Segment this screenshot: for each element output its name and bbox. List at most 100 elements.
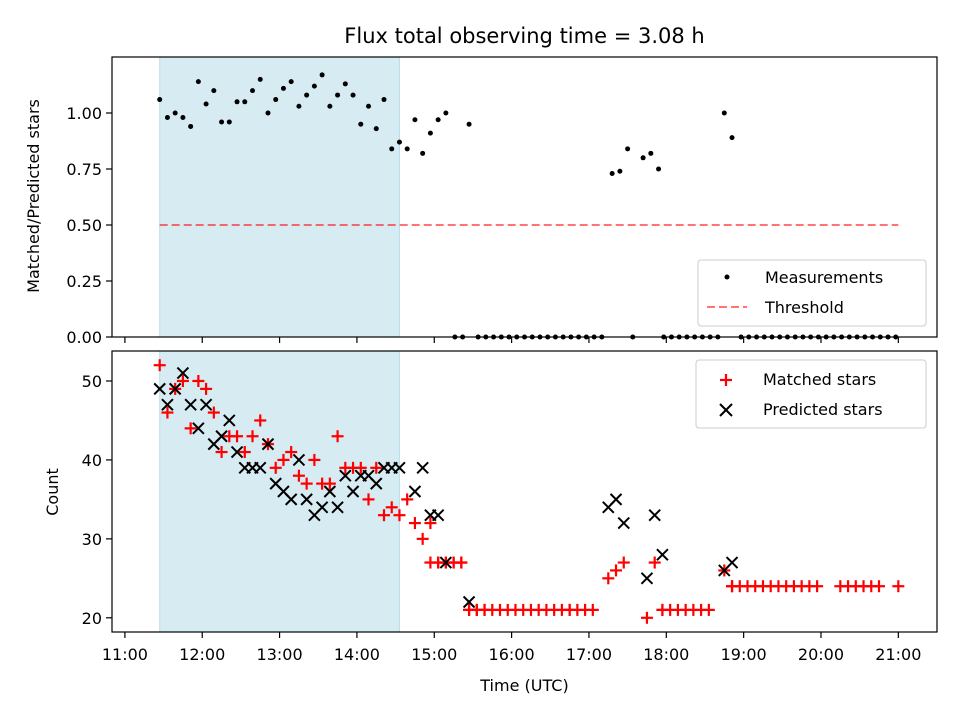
predicted-star-point bbox=[462, 595, 476, 609]
legend-measurements-label: Measurements bbox=[765, 268, 883, 287]
bottom-observing-span-shade bbox=[159, 350, 400, 633]
measurement-point bbox=[203, 101, 209, 107]
predicted-star-point bbox=[199, 398, 213, 411]
measurement-point bbox=[366, 103, 372, 109]
bottom-x-tick-label: 20:00 bbox=[798, 645, 844, 664]
bottom-y-axis-label: Count bbox=[43, 468, 62, 516]
measurement-point bbox=[609, 170, 615, 176]
measurement-point bbox=[288, 79, 294, 85]
bottom-x-tick-label: 21:00 bbox=[875, 645, 921, 664]
bottom-y-tick-label: 30 bbox=[82, 530, 102, 549]
bottom-y-tick-label: 20 bbox=[82, 609, 102, 628]
predicted-star-point bbox=[346, 485, 360, 498]
matched-star-point bbox=[292, 469, 305, 482]
predicted-star-point bbox=[284, 493, 298, 506]
measurement-point bbox=[273, 97, 279, 103]
matched-star-point bbox=[269, 461, 282, 474]
legend-matched-label: Matched stars bbox=[763, 370, 876, 389]
measurement-point bbox=[640, 155, 646, 161]
measurement-point bbox=[404, 146, 410, 152]
matched-star-point bbox=[401, 493, 414, 506]
predicted-stars-points bbox=[153, 366, 739, 609]
top-panel: 0.00 0.25 0.50 0.75 1.00 Matched/Predicted s… bbox=[24, 56, 938, 347]
measurement-point bbox=[466, 121, 472, 127]
top-plot-frame bbox=[111, 56, 938, 338]
top-x-axis-ticks bbox=[124, 337, 899, 343]
top-observing-span-shade bbox=[159, 56, 400, 338]
predicted-star-point bbox=[176, 366, 190, 380]
measurement-point bbox=[265, 110, 271, 116]
matched-star-point bbox=[192, 374, 205, 387]
matched-star-point bbox=[161, 406, 174, 419]
predicted-star-point bbox=[640, 572, 654, 585]
predicted-star-point bbox=[315, 501, 329, 514]
legend-predicted-marker bbox=[719, 403, 733, 417]
legend-threshold-label: Threshold bbox=[764, 298, 844, 317]
measurement-point bbox=[219, 119, 225, 125]
measurement-point bbox=[250, 88, 256, 94]
measurement-point bbox=[335, 92, 341, 98]
predicted-star-point bbox=[393, 461, 406, 475]
predicted-star-point bbox=[339, 469, 352, 482]
matched-star-point bbox=[184, 422, 197, 435]
measurement-point bbox=[172, 110, 178, 116]
top-y-tick-label: 0.50 bbox=[66, 216, 102, 235]
measurement-point bbox=[211, 88, 217, 94]
matched-star-point bbox=[370, 461, 383, 474]
matched-star-point bbox=[416, 532, 429, 545]
measurement-point bbox=[427, 130, 433, 136]
predicted-star-point bbox=[184, 398, 197, 411]
matched-star-point bbox=[811, 580, 824, 593]
measurement-point bbox=[443, 110, 449, 116]
matched-star-point bbox=[308, 453, 321, 466]
bottom-y-tick-label: 40 bbox=[82, 451, 102, 470]
matched-star-point bbox=[455, 556, 468, 569]
top-legend-box bbox=[697, 259, 927, 327]
bottom-x-tick-label: 18:00 bbox=[643, 645, 689, 664]
top-legend: Measurements Threshold bbox=[697, 259, 927, 327]
bottom-x-tick-label: 12:00 bbox=[179, 645, 225, 664]
measurement-point bbox=[257, 76, 263, 82]
measurement-point bbox=[226, 119, 232, 125]
matched-star-point bbox=[640, 611, 653, 624]
matched-star-point bbox=[648, 556, 661, 569]
top-y-tick-label: 0.75 bbox=[66, 160, 102, 179]
matched-star-point bbox=[610, 564, 623, 577]
matched-star-point bbox=[393, 509, 406, 522]
measurement-point bbox=[242, 99, 248, 105]
predicted-star-point bbox=[648, 508, 661, 522]
matched-star-point bbox=[238, 446, 251, 459]
measurement-point bbox=[389, 146, 395, 152]
chart-title: Flux total observing time = 3.08 h bbox=[344, 24, 704, 48]
top-y-tick-label: 0.25 bbox=[66, 272, 102, 291]
measurement-point bbox=[195, 79, 201, 85]
matched-star-point bbox=[300, 477, 313, 490]
measurement-point bbox=[656, 166, 662, 172]
matched-star-point bbox=[892, 580, 905, 593]
matched-star-point bbox=[385, 501, 398, 514]
legend-matched-marker bbox=[720, 374, 732, 386]
predicted-star-point bbox=[223, 414, 236, 427]
matched-star-point bbox=[702, 603, 715, 616]
bottom-y-axis-ticks: 20 30 40 50 bbox=[82, 372, 112, 628]
top-y-axis-label: Matched/Predicted stars bbox=[24, 99, 43, 293]
bottom-x-tick-label: 19:00 bbox=[721, 645, 767, 664]
bottom-x-tick-label: 15:00 bbox=[411, 645, 457, 664]
matched-star-point bbox=[254, 414, 267, 427]
measurement-point bbox=[157, 97, 163, 103]
matched-star-point bbox=[277, 453, 290, 466]
bottom-x-axis-ticks: 11:00 12:00 13:00 14:00 15:00 16:00 17:00 18:00… bbox=[102, 632, 921, 664]
measurement-point bbox=[381, 97, 387, 103]
measurement-point bbox=[342, 81, 348, 87]
matched-star-point bbox=[377, 509, 390, 522]
measurement-point bbox=[420, 150, 426, 156]
measurement-point bbox=[358, 121, 364, 127]
predicted-star-point bbox=[431, 508, 445, 522]
measurement-point bbox=[319, 72, 325, 78]
measurement-point bbox=[327, 103, 333, 109]
measurement-point bbox=[373, 126, 379, 132]
predicted-star-point bbox=[609, 493, 623, 506]
measurement-point bbox=[435, 117, 441, 123]
